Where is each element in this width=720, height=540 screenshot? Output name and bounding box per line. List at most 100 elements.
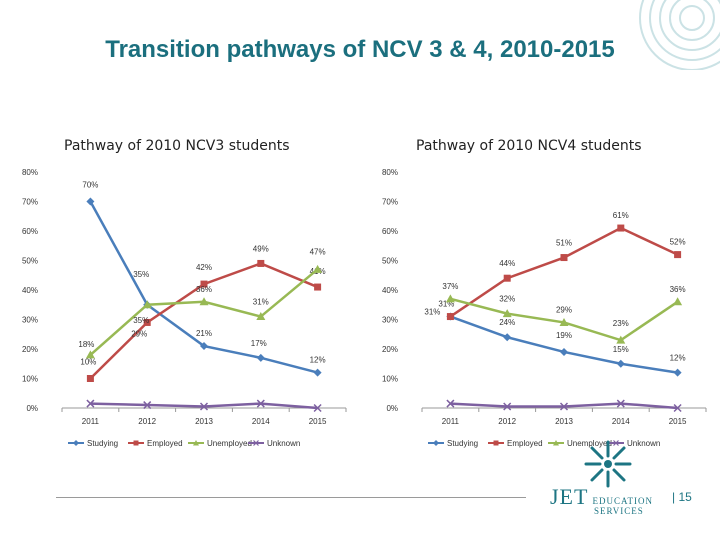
- point-unemployed: [313, 264, 323, 273]
- point-unemployed: [142, 300, 152, 309]
- point-studying: [673, 368, 682, 377]
- y-tick-label: 50%: [382, 257, 398, 266]
- point-studying: [86, 197, 95, 206]
- point-employed: [446, 313, 454, 321]
- y-tick-label: 0%: [26, 404, 38, 413]
- legend-label-studying: Studying: [87, 439, 118, 448]
- point-unemployed: [502, 309, 512, 318]
- y-tick-label: 40%: [22, 286, 38, 295]
- y-tick-label: 20%: [22, 345, 38, 354]
- y-tick-label: 10%: [382, 375, 398, 384]
- data-label-unemployed: 35%: [133, 316, 149, 325]
- x-tick-label: 2013: [555, 417, 573, 426]
- point-employed: [314, 283, 322, 291]
- legend-label-unknown: Unknown: [267, 439, 300, 448]
- y-tick-label: 70%: [22, 198, 38, 207]
- point-employed: [257, 259, 265, 267]
- data-label-unemployed: 32%: [499, 295, 515, 304]
- x-tick-label: 2012: [498, 417, 516, 426]
- data-label-employed: 51%: [556, 239, 572, 248]
- x-tick-label: 2012: [138, 417, 156, 426]
- legend-marker: [193, 440, 199, 446]
- data-label-studying: 21%: [196, 329, 212, 338]
- legend-label-unemployed: Unemployed: [567, 439, 612, 448]
- point-unknown: [446, 399, 455, 408]
- data-label-employed: 44%: [499, 259, 515, 268]
- y-tick-label: 80%: [382, 168, 398, 177]
- legend-marker: [253, 440, 259, 446]
- x-tick-label: 2014: [612, 417, 630, 426]
- legend-label-employed: Employed: [147, 439, 183, 448]
- data-label-employed: 49%: [253, 244, 269, 253]
- footer-divider: [56, 497, 526, 498]
- data-label-studying: 31%: [424, 308, 440, 317]
- point-studying: [313, 368, 322, 377]
- swirl-decoration-icon: [639, 0, 720, 70]
- legend-marker: [553, 440, 559, 446]
- x-tick-label: 2011: [442, 417, 460, 426]
- y-tick-label: 60%: [22, 227, 38, 236]
- data-label-employed: 61%: [613, 211, 629, 220]
- chart-title-ncv3: Pathway of 2010 NCV3 students: [64, 138, 290, 154]
- y-tick-label: 10%: [22, 375, 38, 384]
- data-label-employed: 29%: [131, 329, 147, 338]
- logo-jet: JET: [550, 484, 589, 509]
- point-unknown: [86, 399, 95, 408]
- point-employed: [200, 280, 208, 288]
- y-tick-label: 0%: [386, 404, 398, 413]
- data-label-studying: 17%: [251, 339, 267, 348]
- y-tick-label: 50%: [22, 257, 38, 266]
- page-number-value: 15: [678, 490, 692, 504]
- y-tick-label: 60%: [382, 227, 398, 236]
- chart-ncv3: 0% 10% 20% 30% 40% 50% 60% 70% 80% 2011 2012 2013 20…: [22, 168, 347, 448]
- x-tick-label: 2015: [669, 417, 687, 426]
- point-unemployed: [445, 294, 455, 303]
- point-unknown: [143, 401, 152, 410]
- data-label-studying: 19%: [556, 331, 572, 340]
- point-employed: [674, 251, 682, 259]
- point-unknown: [559, 402, 569, 411]
- x-tick-label: 2013: [195, 417, 213, 426]
- y-tick-label: 80%: [22, 168, 38, 177]
- x-tick-label: 2014: [252, 417, 270, 426]
- point-unknown: [199, 402, 209, 411]
- data-label-studying: 12%: [310, 356, 326, 365]
- y-tick-label: 40%: [382, 286, 398, 295]
- point-employed: [86, 375, 94, 382]
- y-tick-label: 20%: [382, 345, 398, 354]
- point-studying: [616, 359, 625, 368]
- y-tick-label: 70%: [382, 198, 398, 207]
- data-label-studying: 70%: [82, 181, 98, 190]
- point-studying: [200, 342, 208, 351]
- point-studying: [560, 347, 568, 356]
- point-employed: [560, 254, 568, 262]
- point-unknown: [313, 403, 322, 413]
- data-label-unemployed: 29%: [556, 305, 572, 314]
- data-label-unemployed: 36%: [670, 285, 686, 294]
- data-label-employed: 31%: [438, 300, 454, 309]
- data-label-studying: 12%: [670, 354, 686, 363]
- point-unknown: [673, 403, 682, 413]
- point-unknown: [616, 399, 625, 408]
- x-tick-label: 2011: [82, 417, 100, 426]
- point-employed: [617, 224, 625, 232]
- data-label-unemployed: 23%: [613, 319, 629, 328]
- point-employed: [143, 318, 151, 326]
- data-label-studying: 15%: [613, 345, 629, 354]
- data-label-unemployed: 36%: [196, 285, 212, 294]
- data-label-employed: 10%: [80, 358, 96, 367]
- slide-title: Transition pathways of NCV 3 & 4, 2010-2…: [105, 36, 615, 63]
- point-unemployed: [199, 297, 209, 306]
- y-tick-label: 30%: [382, 316, 398, 325]
- point-unemployed: [673, 297, 683, 306]
- data-label-studying: 35%: [133, 270, 149, 279]
- legend-marker: [73, 440, 79, 446]
- jet-logo-text: JET EDUCATION SERVICES: [550, 484, 653, 516]
- point-employed: [503, 274, 511, 282]
- point-unknown: [256, 399, 265, 408]
- legend-label-studying: Studying: [447, 439, 478, 448]
- x-tick-label: 2015: [309, 417, 327, 426]
- data-label-unemployed: 47%: [310, 247, 326, 256]
- legend-label-unemployed: Unemployed: [207, 439, 252, 448]
- point-unemployed: [85, 350, 95, 359]
